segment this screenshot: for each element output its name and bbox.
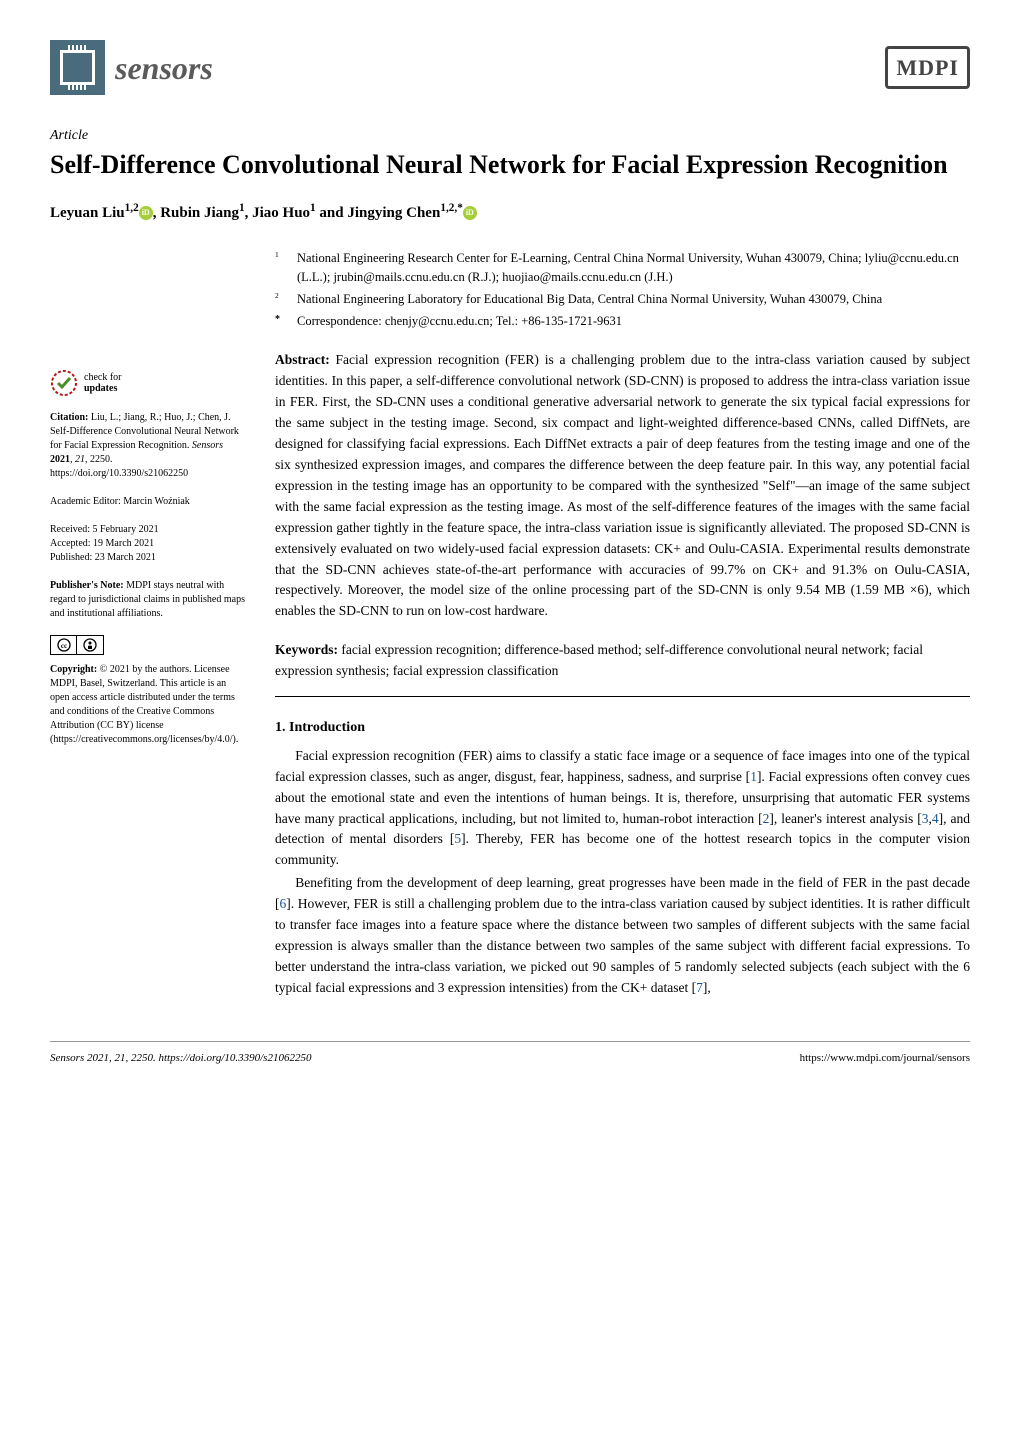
orcid-icon[interactable] bbox=[139, 206, 153, 220]
publisher-logo: MDPI bbox=[885, 46, 970, 89]
journal-name: sensors bbox=[115, 44, 213, 92]
body-text: Facial expression recognition (FER) aims… bbox=[275, 746, 970, 999]
author-1: Leyuan Liu bbox=[50, 205, 125, 221]
corr-symbol: * bbox=[275, 314, 280, 325]
footer-left: Sensors 2021, 21, 2250. https://doi.org/… bbox=[50, 1050, 311, 1067]
citation-year: 2021 bbox=[50, 454, 70, 465]
check-updates-icon bbox=[50, 369, 78, 397]
check-updates[interactable]: check for updates bbox=[50, 369, 245, 397]
affil-num-2: 2 bbox=[275, 291, 279, 300]
citation-block: Citation: Liu, L.; Jiang, R.; Huo, J.; C… bbox=[50, 411, 245, 481]
dates-block: Received: 5 February 2021 Accepted: 19 M… bbox=[50, 523, 245, 565]
license-block: cc Copyright: © 2021 by the authors. Lic… bbox=[50, 635, 245, 747]
keywords: Keywords: facial expression recognition;… bbox=[275, 640, 970, 681]
date-received: Received: 5 February 2021 bbox=[50, 523, 245, 537]
cc-icon: cc bbox=[51, 636, 77, 654]
author-4: and Jingying Chen bbox=[316, 205, 441, 221]
editor-name: Marcin Woźniak bbox=[123, 496, 190, 507]
copyright-label: Copyright: bbox=[50, 664, 97, 675]
check-updates-text: check for updates bbox=[84, 372, 121, 394]
paragraph: Facial expression recognition (FER) aims… bbox=[275, 746, 970, 872]
check-line1: check for bbox=[84, 372, 121, 383]
section-heading: 1. Introduction bbox=[275, 717, 970, 738]
article-type: Article bbox=[50, 125, 970, 146]
affiliation-row: 2 National Engineering Laboratory for Ed… bbox=[275, 290, 970, 309]
keywords-text: facial expression recognition; differenc… bbox=[275, 642, 923, 677]
author-3: , Jiao Huo bbox=[245, 205, 310, 221]
pubnote-label: Publisher's Note: bbox=[50, 580, 124, 591]
svg-text:cc: cc bbox=[60, 642, 66, 650]
correspondence-row: * Correspondence: chenjy@ccnu.edu.cn; Te… bbox=[275, 312, 970, 331]
author-2: , Rubin Jiang bbox=[153, 205, 239, 221]
affiliation-row: 1 National Engineering Research Center f… bbox=[275, 249, 970, 287]
affiliations: 1 National Engineering Research Center f… bbox=[275, 249, 970, 330]
authors: Leyuan Liu1,2, Rubin Jiang1, Jiao Huo1 a… bbox=[50, 200, 970, 225]
footer-right[interactable]: https://www.mdpi.com/journal/sensors bbox=[800, 1050, 970, 1067]
affil-text-1: National Engineering Research Center for… bbox=[297, 249, 970, 287]
abstract: Abstract: Facial expression recognition … bbox=[275, 350, 970, 622]
publisher-note-block: Publisher's Note: MDPI stays neutral wit… bbox=[50, 579, 245, 621]
author-4-affil: 1,2,* bbox=[440, 202, 463, 214]
journal-icon bbox=[50, 40, 105, 95]
section-rule bbox=[275, 696, 970, 697]
date-accepted: Accepted: 19 March 2021 bbox=[50, 537, 245, 551]
orcid-icon[interactable] bbox=[463, 206, 477, 220]
abstract-label: Abstract: bbox=[275, 352, 330, 367]
author-1-affil: 1,2 bbox=[125, 202, 139, 214]
ref-link[interactable]: 1 bbox=[750, 769, 757, 784]
copyright-text: © 2021 by the authors. Licensee MDPI, Ba… bbox=[50, 664, 238, 745]
journal-logo: sensors bbox=[50, 40, 213, 95]
cc-badge[interactable]: cc bbox=[50, 635, 104, 655]
by-icon bbox=[77, 636, 103, 654]
check-line2: updates bbox=[84, 383, 121, 394]
article-title: Self-Difference Convolutional Neural Net… bbox=[50, 148, 970, 182]
keywords-label: Keywords: bbox=[275, 642, 338, 657]
paragraph: Benefiting from the development of deep … bbox=[275, 873, 970, 999]
header: sensors MDPI bbox=[50, 40, 970, 95]
affil-text-2: National Engineering Laboratory for Educ… bbox=[297, 290, 882, 309]
sidebar: check for updates Citation: Liu, L.; Jia… bbox=[50, 249, 245, 1001]
date-published: Published: 23 March 2021 bbox=[50, 551, 245, 565]
citation-vol: , 21 bbox=[70, 454, 85, 465]
affil-num-1: 1 bbox=[275, 250, 279, 259]
abstract-text: Facial expression recognition (FER) is a… bbox=[275, 352, 970, 618]
citation-label: Citation: bbox=[50, 412, 88, 423]
editor-label: Academic Editor: bbox=[50, 496, 123, 507]
corr-text: Correspondence: chenjy@ccnu.edu.cn; Tel.… bbox=[297, 312, 622, 331]
ref-link[interactable]: 7 bbox=[696, 980, 703, 995]
main-column: 1 National Engineering Research Center f… bbox=[275, 249, 970, 1001]
citation-journal: Sensors bbox=[192, 440, 223, 451]
footer: Sensors 2021, 21, 2250. https://doi.org/… bbox=[50, 1041, 970, 1067]
editor-block: Academic Editor: Marcin Woźniak bbox=[50, 495, 245, 509]
ref-link[interactable]: 4 bbox=[932, 811, 939, 826]
